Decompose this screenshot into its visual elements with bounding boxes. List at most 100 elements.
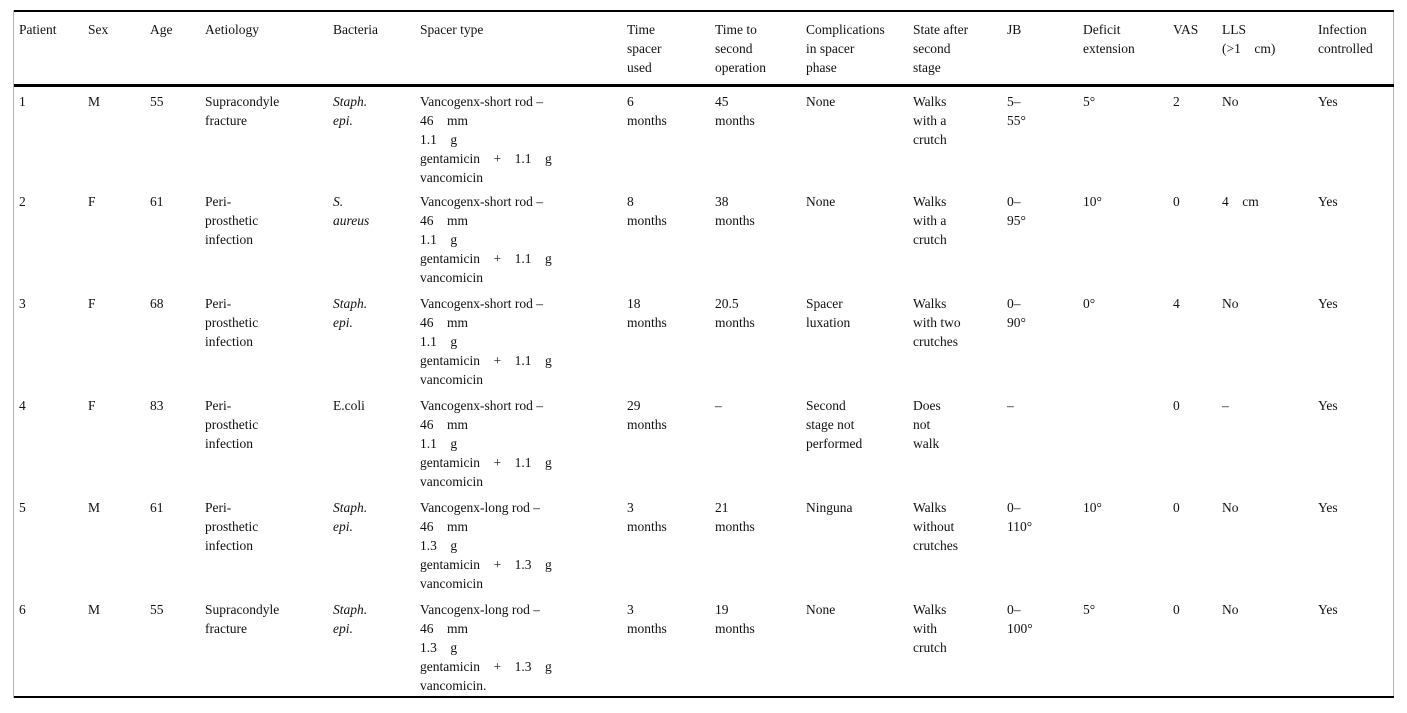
cell-state-after-second-stage: Does not walk <box>913 398 941 451</box>
cell-sex: F <box>88 398 96 413</box>
cell-deficit-extension: 0° <box>1083 296 1096 311</box>
cell-jb: 0– 100° <box>1007 602 1033 636</box>
cell-bacteria: S. aureus <box>333 194 370 228</box>
cell-aetiology: Peri- prosthetic infection <box>205 500 259 553</box>
cell-lls: No <box>1222 93 1239 109</box>
table-row: 6 M 55 Supracondyle fracture Staph. epi. Vanc… <box>14 595 1394 697</box>
cell-aetiology: Supracondyle fracture <box>205 93 280 128</box>
table-row: 2 F 61 Peri- prosthetic infection S. aureus V… <box>14 187 1394 289</box>
table-row: 4 F 83 Peri- prosthetic infection E.coli Vanc… <box>14 391 1394 493</box>
cell-jb: 0– 95° <box>1007 194 1026 228</box>
cell-sex: M <box>88 500 101 515</box>
cell-sex: F <box>88 296 96 311</box>
column-header-infection-controlled: Infection controlled <box>1318 11 1394 87</box>
cell-bacteria: E.coli <box>333 398 365 413</box>
column-header-patient: Patient <box>14 11 88 87</box>
column-header-sex: Sex <box>88 11 150 87</box>
cell-state-after-second-stage: Walks with crutch <box>913 602 947 655</box>
cell-infection-controlled: Yes <box>1318 602 1338 617</box>
cell-bacteria: Staph. epi. <box>333 602 368 636</box>
cell-spacer-type: Vancogenx-short rod – 46 mm 1.1 g gentam… <box>420 93 552 185</box>
cell-state-after-second-stage: Walks with a crutch <box>913 93 947 147</box>
column-header-spacer-type: Spacer type <box>420 11 627 87</box>
cell-deficit-extension: 10° <box>1083 194 1102 209</box>
cell-complications-in-spacer-phase: Ninguna <box>806 500 853 515</box>
cell-complications-in-spacer-phase: None <box>806 602 836 617</box>
cell-sex: M <box>88 93 101 109</box>
cell-patient: 5 <box>19 500 26 515</box>
cell-jb: 0– 110° <box>1007 500 1033 534</box>
cell-spacer-type: Vancogenx-long rod – 46 mm 1.3 g gentami… <box>420 602 552 693</box>
column-header-jb: JB <box>1007 11 1083 87</box>
cell-time-spacer-used: 3 months <box>627 602 667 636</box>
cell-patient: 3 <box>19 296 26 311</box>
cell-vas: 0 <box>1173 194 1180 209</box>
cell-state-after-second-stage: Walks without crutches <box>913 500 958 553</box>
cell-bacteria: Staph. epi. <box>333 500 368 534</box>
column-header-complications-in-spacer-phase: Complications in spacer phase <box>806 11 913 87</box>
cell-time-spacer-used: 8 months <box>627 194 667 228</box>
cell-lls: – <box>1222 398 1229 413</box>
cell-time-to-second-operation: 21 months <box>715 500 755 534</box>
column-header-aetiology: Aetiology <box>205 11 333 87</box>
cell-time-spacer-used: 18 months <box>627 296 667 330</box>
column-header-state-after-second-stage: State after second stage <box>913 11 1007 87</box>
cell-age: 61 <box>150 500 164 515</box>
cell-patient: 1 <box>19 93 26 109</box>
cell-age: 55 <box>150 93 164 109</box>
cell-infection-controlled: Yes <box>1318 500 1338 515</box>
cell-lls: No <box>1222 602 1239 617</box>
cell-time-spacer-used: 6 months <box>627 93 667 128</box>
column-header-deficit-extension: Deficit extension <box>1083 11 1173 87</box>
cell-complications-in-spacer-phase: None <box>806 194 836 209</box>
cell-complications-in-spacer-phase: None <box>806 93 836 109</box>
cell-spacer-type: Vancogenx-short rod – 46 mm 1.1 g gentam… <box>420 398 552 489</box>
table-row: 5 M 61 Peri- prosthetic infection Staph. epi… <box>14 493 1394 595</box>
cell-bacteria: Staph. epi. <box>333 93 368 128</box>
table-header: Patient Sex Age Aetiology Bacteria Spacer typ… <box>14 11 1394 87</box>
cell-infection-controlled: Yes <box>1318 93 1338 109</box>
cell-sex: F <box>88 194 96 209</box>
cell-deficit-extension: 5° <box>1083 602 1096 617</box>
cell-patient: 4 <box>19 398 26 413</box>
cell-time-to-second-operation: 45 months <box>715 93 755 128</box>
cell-spacer-type: Vancogenx-short rod – 46 mm 1.1 g gentam… <box>420 296 552 387</box>
cell-patient: 2 <box>19 194 26 209</box>
column-header-time-spacer-used: Time spacer used <box>627 11 715 87</box>
cell-lls: No <box>1222 500 1239 515</box>
table-header-row: Patient Sex Age Aetiology Bacteria Spacer typ… <box>14 11 1394 87</box>
cell-age: 55 <box>150 602 164 617</box>
cell-sex: M <box>88 602 101 617</box>
cell-aetiology: Supracondyle fracture <box>205 602 280 636</box>
column-header-bacteria: Bacteria <box>333 11 420 87</box>
cell-infection-controlled: Yes <box>1318 296 1338 311</box>
patients-table: Patient Sex Age Aetiology Bacteria Spacer typ… <box>14 10 1394 698</box>
cell-vas: 2 <box>1173 93 1180 109</box>
cell-aetiology: Peri- prosthetic infection <box>205 398 259 451</box>
cell-lls: 4 cm <box>1222 194 1259 209</box>
cell-time-to-second-operation: 38 months <box>715 194 755 228</box>
cell-state-after-second-stage: Walks with two crutches <box>913 296 961 349</box>
table-row: 3 F 68 Peri- prosthetic infection Staph. epi… <box>14 289 1394 391</box>
cell-age: 83 <box>150 398 164 413</box>
column-header-time-to-second-operation: Time to second operation <box>715 11 806 87</box>
cell-deficit-extension: 5° <box>1083 93 1096 109</box>
cell-jb: 0– 90° <box>1007 296 1026 330</box>
cell-aetiology: Peri- prosthetic infection <box>205 296 259 349</box>
table-row: 1 M 55 Supracondyle fracture Staph. epi. Vanc… <box>14 85 1394 187</box>
column-header-lls: LLS (>1 cm) <box>1222 11 1318 87</box>
cell-patient: 6 <box>19 602 26 617</box>
cell-vas: 4 <box>1173 296 1180 311</box>
cell-complications-in-spacer-phase: Second stage not performed <box>806 398 863 451</box>
cell-spacer-type: Vancogenx-short rod – 46 mm 1.1 g gentam… <box>420 194 552 285</box>
cell-vas: 0 <box>1173 602 1180 617</box>
column-header-vas: VAS <box>1173 11 1222 87</box>
cell-bacteria: Staph. epi. <box>333 296 368 330</box>
column-header-age: Age <box>150 11 205 87</box>
cell-state-after-second-stage: Walks with a crutch <box>913 194 947 247</box>
cell-time-to-second-operation: 20.5 months <box>715 296 755 330</box>
cell-age: 68 <box>150 296 164 311</box>
cell-complications-in-spacer-phase: Spacer luxation <box>806 296 851 330</box>
cell-jb: 5– 55° <box>1007 93 1026 128</box>
